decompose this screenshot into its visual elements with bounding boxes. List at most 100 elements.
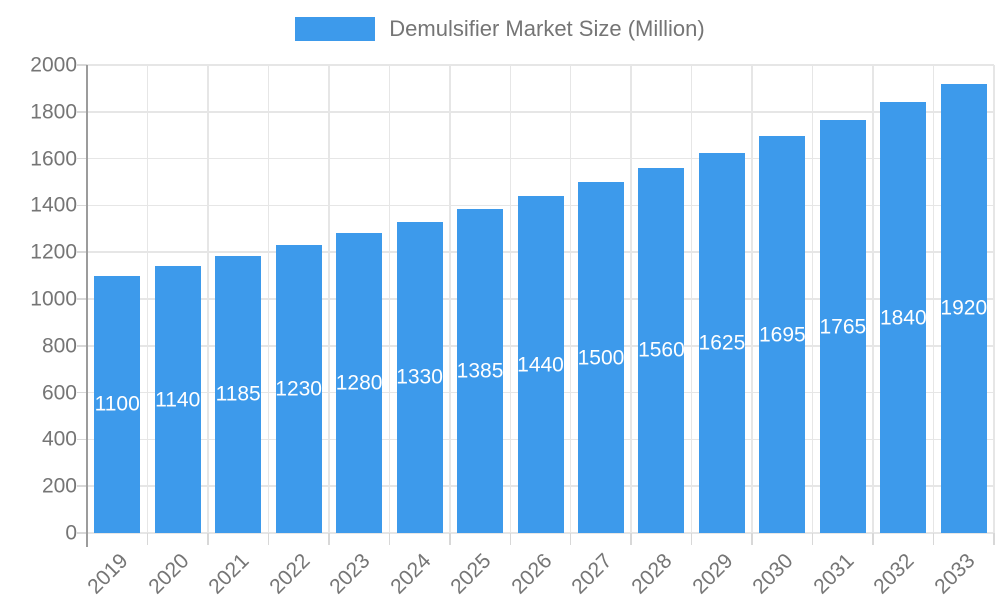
bar-value-label: 1920 bbox=[940, 296, 988, 320]
gridline-vertical bbox=[630, 65, 632, 533]
x-axis-tick bbox=[932, 533, 935, 545]
y-axis-label: 1800 bbox=[30, 100, 77, 124]
x-axis-label: 2023 bbox=[325, 549, 375, 599]
legend: Demulsifier Market Size (Million) bbox=[0, 16, 1000, 42]
x-axis-tick bbox=[690, 533, 693, 545]
bar-2032[interactable] bbox=[880, 102, 927, 533]
x-axis-tick bbox=[146, 533, 149, 545]
bar-2024[interactable] bbox=[396, 221, 443, 533]
x-axis-tick bbox=[509, 533, 512, 545]
gridline-horizontal bbox=[87, 532, 994, 534]
y-axis-tick bbox=[77, 64, 87, 66]
y-axis-label: 1400 bbox=[30, 193, 77, 217]
bar-2031[interactable] bbox=[819, 120, 866, 533]
x-axis-tick bbox=[569, 533, 572, 545]
y-axis-tick bbox=[77, 251, 87, 253]
bar-value-label: 1560 bbox=[638, 338, 685, 362]
gridline-horizontal bbox=[87, 111, 994, 113]
y-axis-line bbox=[86, 65, 88, 547]
bar-value-label: 1140 bbox=[155, 388, 201, 412]
y-axis-label: 2000 bbox=[30, 53, 77, 77]
bar-value-label: 1625 bbox=[698, 331, 746, 355]
bar-2023[interactable] bbox=[336, 233, 383, 533]
y-axis-label: 0 bbox=[65, 521, 77, 545]
bar-2027[interactable] bbox=[577, 182, 624, 533]
bar-value-label: 1765 bbox=[819, 315, 867, 338]
bar-value-label: 1840 bbox=[879, 306, 927, 330]
gridline-vertical bbox=[388, 65, 391, 533]
y-axis-tick bbox=[77, 157, 87, 160]
gridline-vertical bbox=[690, 65, 693, 533]
gridline-horizontal bbox=[87, 157, 994, 160]
gridline-vertical bbox=[932, 65, 935, 533]
x-axis-tick bbox=[267, 533, 270, 545]
y-axis-tick bbox=[77, 204, 87, 207]
bar-2033[interactable] bbox=[940, 83, 987, 533]
x-axis-label: 2026 bbox=[506, 549, 557, 599]
y-axis-tick bbox=[77, 532, 87, 534]
y-axis-tick bbox=[77, 111, 87, 113]
bar-value-label: 1230 bbox=[275, 377, 322, 401]
x-axis-tick bbox=[811, 533, 814, 545]
legend-swatch bbox=[295, 17, 376, 42]
gridline-vertical bbox=[993, 65, 995, 533]
gridline-vertical bbox=[509, 65, 512, 533]
bar-2019[interactable] bbox=[94, 275, 141, 533]
y-axis-tick bbox=[77, 298, 87, 300]
x-axis-label: 2020 bbox=[143, 549, 194, 599]
plot-area: 1100 1140 1185 1230 1280 1330 1385 1440 1500 1560… bbox=[87, 64, 995, 534]
bar-value-label: 1100 bbox=[94, 392, 140, 416]
x-axis-tick bbox=[328, 533, 330, 545]
y-axis-label: 400 bbox=[41, 427, 77, 451]
y-axis: 0 200 400 600 800 1000 1200 1400 1600 1800 2000 bbox=[0, 55, 87, 544]
bar-value-label: 1500 bbox=[577, 346, 625, 369]
bar-value-label: 1385 bbox=[456, 359, 504, 383]
bar-2026[interactable] bbox=[517, 196, 564, 533]
bar-2022[interactable] bbox=[275, 245, 322, 533]
x-axis-label: 2025 bbox=[446, 549, 496, 599]
x-axis-label: 2031 bbox=[809, 549, 859, 599]
bar-2029[interactable] bbox=[698, 152, 745, 533]
y-axis-tick bbox=[77, 438, 87, 441]
gridline-vertical bbox=[146, 65, 149, 533]
bar-value-label: 1330 bbox=[396, 365, 443, 389]
bar-2020[interactable] bbox=[154, 266, 201, 533]
y-axis-tick bbox=[77, 485, 87, 487]
gridline-vertical bbox=[872, 65, 874, 533]
x-axis-tick bbox=[751, 533, 753, 545]
gridline-vertical bbox=[751, 65, 753, 533]
x-axis-label: 2024 bbox=[385, 549, 436, 599]
x-axis-label: 2021 bbox=[204, 549, 254, 599]
y-axis-label: 800 bbox=[41, 334, 77, 358]
y-axis-label: 1000 bbox=[30, 287, 77, 311]
bar-value-label: 1280 bbox=[335, 371, 383, 395]
y-axis-tick bbox=[77, 345, 87, 347]
legend-item[interactable]: Demulsifier Market Size (Million) bbox=[295, 16, 705, 42]
x-axis-label: 2019 bbox=[83, 549, 133, 599]
y-axis-label: 200 bbox=[41, 474, 77, 498]
x-axis-label: 2022 bbox=[264, 549, 315, 599]
x-axis-tick bbox=[388, 533, 391, 545]
x-axis-label: 2033 bbox=[930, 549, 980, 599]
gridline-horizontal bbox=[87, 64, 994, 66]
x-axis: 2019 2020 2021 2022 2023 2024 2025 2026 2027 2028… bbox=[83, 533, 995, 600]
bar-2025[interactable] bbox=[457, 208, 504, 533]
gridline-vertical bbox=[267, 65, 270, 533]
x-axis-tick bbox=[993, 533, 995, 545]
legend-label: Demulsifier Market Size (Million) bbox=[389, 16, 705, 41]
bar-value-label: 1185 bbox=[215, 382, 261, 406]
x-axis-tick bbox=[449, 533, 451, 545]
x-axis-label: 2030 bbox=[748, 549, 798, 599]
gridline-vertical bbox=[207, 65, 209, 533]
bar-value-label: 1695 bbox=[759, 323, 806, 347]
gridline-vertical bbox=[449, 65, 451, 533]
x-axis-label: 2032 bbox=[869, 549, 919, 599]
bar-2030[interactable] bbox=[759, 136, 806, 533]
gridline-vertical bbox=[569, 65, 572, 533]
bar-2021[interactable] bbox=[215, 255, 262, 533]
y-axis-tick bbox=[77, 391, 87, 394]
x-axis-label: 2028 bbox=[627, 549, 677, 599]
x-axis-tick bbox=[872, 533, 874, 545]
x-axis-label: 2029 bbox=[688, 549, 738, 599]
bar-2028[interactable] bbox=[638, 167, 685, 533]
